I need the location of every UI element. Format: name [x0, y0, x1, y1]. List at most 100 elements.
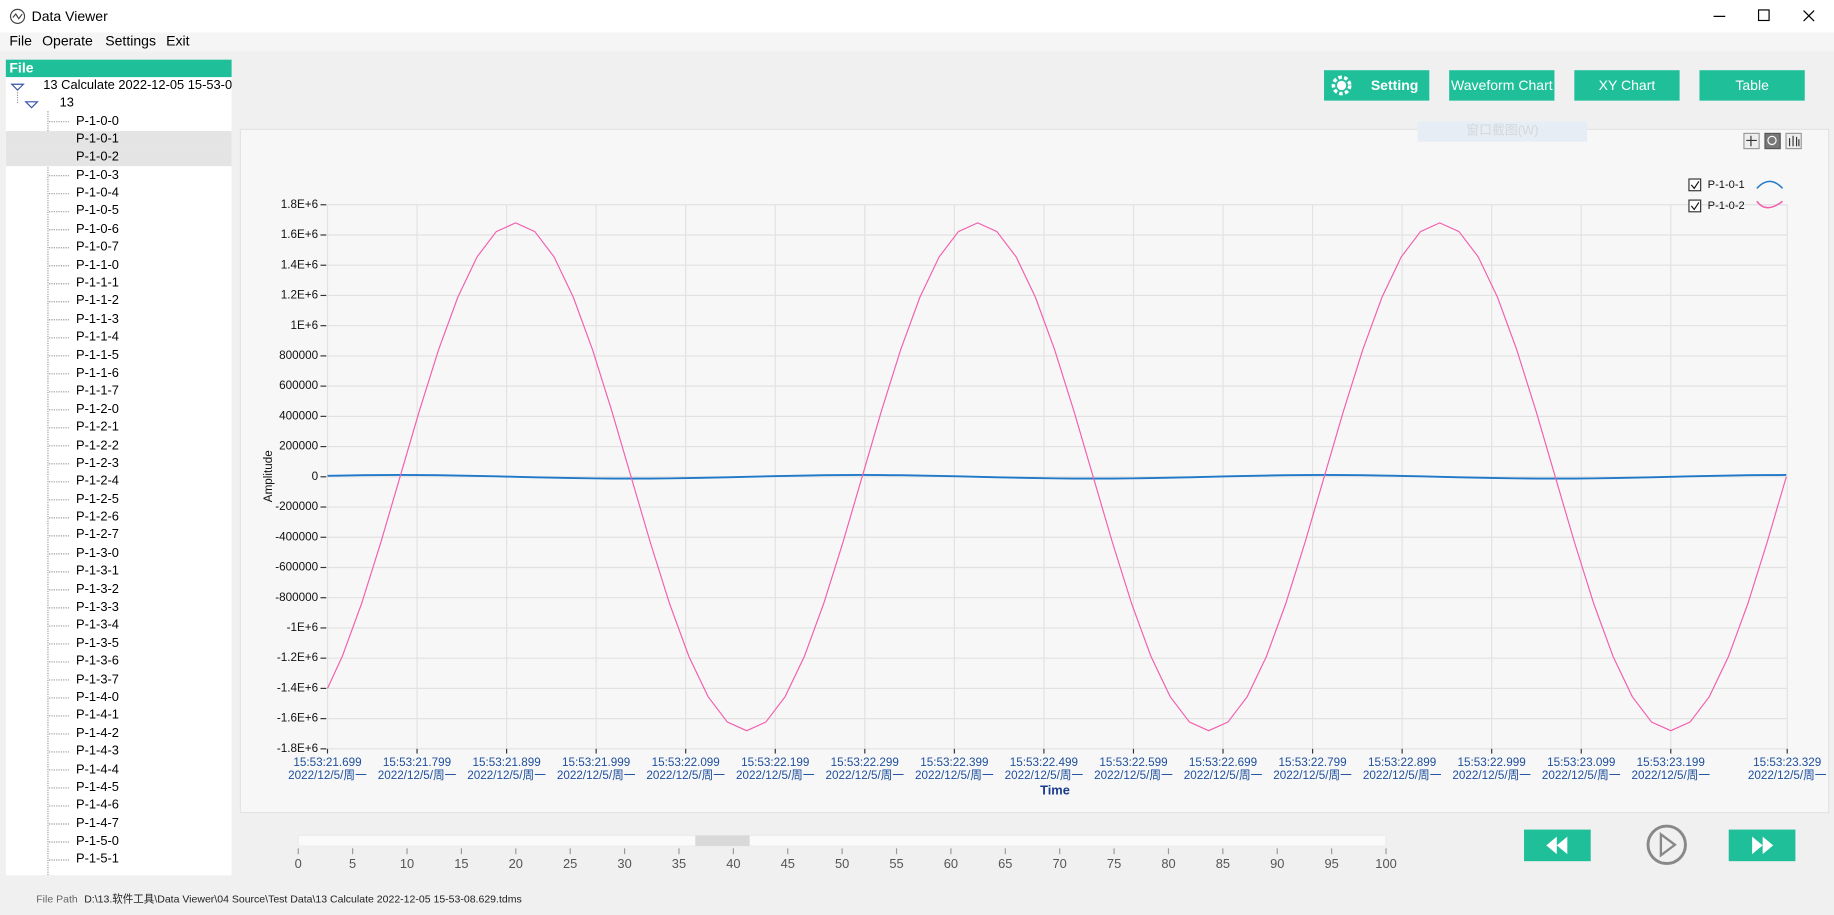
x-tick-sublabel: 2022/12/5/周一	[1631, 769, 1710, 782]
x-tick-label: 15:53:22.699	[1189, 756, 1257, 769]
tree-item[interactable]: P-1-2-0	[76, 402, 119, 417]
legend-checkbox[interactable]	[1688, 199, 1702, 213]
tree-item[interactable]: P-1-3-1	[76, 564, 119, 579]
tree-item[interactable]: P-1-0-1	[5, 130, 232, 149]
slider-tick-label: 100	[1375, 856, 1396, 871]
tree-item[interactable]: P-1-3-6	[76, 654, 119, 669]
play-button[interactable]	[1646, 824, 1687, 865]
tree-item[interactable]: P-1-3-3	[76, 600, 119, 615]
slider-tick-label: 75	[1107, 856, 1121, 871]
tree-item[interactable]: P-1-2-2	[76, 438, 119, 453]
tree-item[interactable]: P-1-2-7	[76, 528, 119, 543]
legend-checkbox[interactable]	[1688, 178, 1702, 192]
legend-label: P-1-0-1	[1708, 179, 1745, 191]
x-tick-label: 15:53:22.899	[1368, 756, 1436, 769]
tree-item[interactable]: P-1-2-5	[76, 492, 119, 507]
waveform-button[interactable]: Waveform Chart	[1449, 70, 1555, 101]
slider-tick-label: 95	[1324, 856, 1338, 871]
tree-item[interactable]: P-1-1-0	[76, 258, 119, 273]
slider-thumb[interactable]	[695, 835, 750, 846]
tree-item[interactable]: P-1-4-1	[76, 708, 119, 723]
window-controls[interactable]	[1702, 0, 1834, 33]
tree-item[interactable]: P-1-2-4	[76, 474, 119, 489]
tree-item[interactable]: P-1-5-1	[76, 852, 119, 867]
tree-item[interactable]: P-1-4-3	[76, 744, 119, 759]
tree-root[interactable]: 13 Calculate 2022-12-05 15-53-0	[43, 78, 232, 93]
tree-item[interactable]: P-1-5-0	[76, 834, 119, 849]
tree-item[interactable]: P-1-0-6	[76, 222, 119, 237]
tree-item[interactable]: P-1-0-5	[76, 204, 119, 219]
tree-item[interactable]: P-1-1-5	[76, 348, 119, 363]
tree-item[interactable]: P-1-4-7	[76, 816, 119, 831]
y-tick-label: 600000	[279, 379, 318, 392]
button-label: Setting	[1370, 77, 1419, 94]
tree-item[interactable]: P-1-3-0	[76, 546, 119, 561]
tree-item[interactable]: P-1-3-7	[76, 672, 119, 687]
tree-item[interactable]: P-1-0-3	[76, 168, 119, 183]
tree-item[interactable]: P-1-1-3	[76, 312, 119, 327]
legend-entry[interactable]: P-1-0-2	[1688, 199, 1784, 213]
tree-item[interactable]: P-1-3-2	[76, 582, 119, 597]
x-tick-sublabel: 2022/12/5/周一	[1184, 769, 1263, 782]
slider-tick-label: 80	[1161, 856, 1175, 871]
tree-item[interactable]: P-1-0-0	[76, 114, 119, 129]
chart-panel	[239, 128, 1830, 814]
tree-item[interactable]: P-1-1-7	[76, 384, 119, 399]
y-tick-label: -1.6E+6	[277, 712, 318, 725]
menu-item[interactable]: File	[9, 32, 32, 50]
gear-icon	[1331, 75, 1352, 96]
slider-tick-label: 5	[349, 856, 356, 871]
tree-item[interactable]: P-1-4-0	[76, 690, 119, 705]
menu-item[interactable]: Operate	[42, 32, 93, 50]
menu-item[interactable]: Settings	[105, 32, 156, 50]
plot: 1.8E+6 1.6E+6 1.4E+6 1.2E+6 1E+6 800000 600000…	[262, 198, 1827, 798]
y-tick-label: -1.4E+6	[277, 681, 318, 694]
file-tree: 13 Calculate 2022-12-05 15-53-0 13 P-1-0…	[5, 77, 232, 876]
ghost-tooltip: 窗口截图(W)	[1417, 121, 1588, 142]
plot-tools[interactable]	[1743, 132, 1802, 150]
tree-item[interactable]: P-1-3-5	[76, 636, 119, 651]
slider-tick-label: 15	[454, 856, 468, 871]
tree-item[interactable]: P-1-2-6	[76, 510, 119, 525]
check-mark	[1690, 202, 1700, 211]
x-tick-label: 15:53:22.399	[920, 756, 988, 769]
x-axis-label: Time	[1040, 782, 1070, 797]
tree-item[interactable]: P-1-2-1	[76, 420, 119, 435]
table-button[interactable]: Table	[1699, 70, 1805, 101]
legend-entry[interactable]: P-1-0-1	[1688, 178, 1784, 192]
x-tick-label: 15:53:22.499	[1010, 756, 1078, 769]
tree-item[interactable]: P-1-2-3	[76, 456, 119, 471]
tree-item[interactable]: P-1-1-6	[76, 366, 119, 381]
setting-button[interactable]: Setting	[1324, 70, 1430, 101]
tree-item[interactable]: P-1-4-5	[76, 780, 119, 795]
x-tick-sublabel: 2022/12/5/周一	[1094, 769, 1173, 782]
tree-item[interactable]: P-1-1-4	[76, 330, 119, 345]
title-bar: Data Viewer	[0, 0, 1834, 33]
tree-group[interactable]: 13	[59, 95, 74, 110]
slider-tick-label: 55	[889, 856, 903, 871]
tree-item[interactable]: P-1-3-4	[76, 618, 119, 633]
tree-item[interactable]: P-1-0-7	[76, 240, 119, 255]
tree-item[interactable]: P-1-0-4	[76, 186, 119, 201]
tree-item[interactable]: P-1-4-6	[76, 798, 119, 813]
tree-item[interactable]: P-1-4-2	[76, 726, 119, 741]
window-title: Data Viewer	[31, 8, 108, 25]
xy-chart-button[interactable]: XY Chart	[1574, 70, 1680, 101]
x-tick-label: 15:53:23.329	[1753, 756, 1821, 769]
x-tick-label: 15:53:21.699	[293, 756, 361, 769]
menu-item[interactable]: Exit	[166, 32, 190, 50]
x-tick-sublabel: 2022/12/5/周一	[646, 769, 725, 782]
tree-item[interactable]: P-1-1-1	[76, 276, 119, 291]
y-tick-label: -400000	[275, 530, 318, 543]
tree-item[interactable]: P-1-1-2	[76, 294, 119, 309]
forward-button[interactable]	[1728, 829, 1796, 862]
slider-tick-label: 60	[944, 856, 958, 871]
rewind-button[interactable]	[1524, 829, 1591, 862]
tree-item[interactable]: P-1-0-2	[5, 148, 232, 167]
tree-item[interactable]: P-1-4-4	[76, 762, 119, 777]
y-tick-label: 200000	[279, 440, 318, 453]
x-tick-label: 15:53:22.599	[1099, 756, 1167, 769]
series-line	[327, 474, 1787, 480]
